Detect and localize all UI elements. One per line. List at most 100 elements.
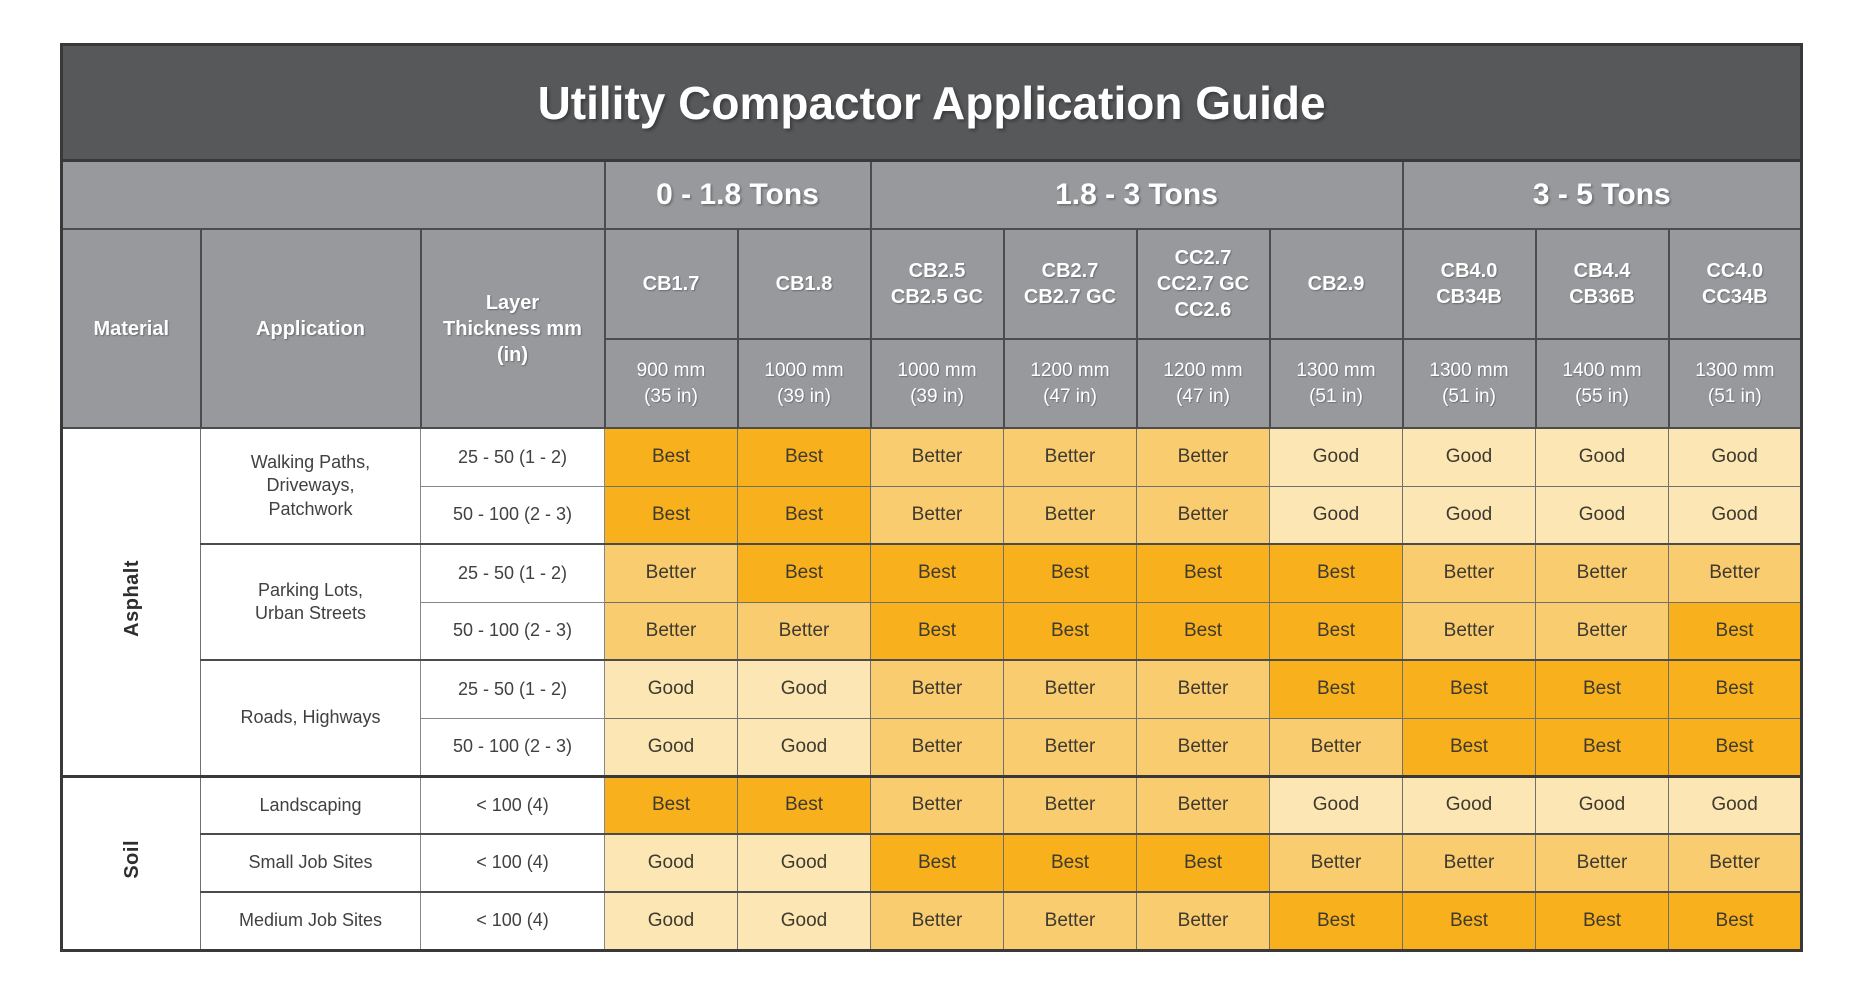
model-header: CB1.8 <box>736 228 872 340</box>
guide-data-row: 50 - 100 (2 - 3) Good Good Better Better Bett… <box>62 717 1803 777</box>
model-header: CC4.0 CC34B <box>1667 228 1803 340</box>
rating-cell: Good <box>1535 774 1669 835</box>
rating-cell: Better <box>604 601 738 661</box>
rating-cell: Best <box>1667 891 1803 951</box>
tonnage-group-medium: 1.8 - 3 Tons <box>869 159 1404 230</box>
drum-width-row: 900 mm (35 in) 1000 mm (39 in) 1000 mm (… <box>62 338 1803 429</box>
rating-cell: Better <box>870 774 1004 835</box>
table-title: Utility Compactor Application Guide <box>61 44 1802 162</box>
rating-cell: Good <box>604 717 738 777</box>
rating-cell: Better <box>1136 485 1270 545</box>
rating-cell: Better <box>1535 833 1669 893</box>
rating-cell: Good <box>1402 485 1536 545</box>
application-guide: Utility Compactor Application Guide 0 - … <box>60 43 1804 952</box>
drum-width-cell: 1200 mm (47 in) <box>1135 338 1271 429</box>
material-cell: Asphalt <box>61 427 201 777</box>
guide-data-row: Asphalt Walking Paths, Driveways, Patchwo… <box>61 427 1803 777</box>
thickness-cell: 50 - 100 (2 - 3) <box>420 485 605 545</box>
rating-cell: Better <box>1136 891 1270 951</box>
thickness-cell: 50 - 100 (2 - 3) <box>420 601 605 661</box>
rating-cell: Good <box>1535 485 1669 545</box>
rating-cell: Best <box>1535 659 1669 719</box>
application-cell: Small Job Sites <box>200 833 421 893</box>
rating-cell: Better <box>870 659 1004 719</box>
rating-cell: Best <box>1269 543 1403 603</box>
application-header: Application <box>199 228 422 429</box>
guide-data-row: Medium Job Sites < 100 (4) Good Good Better B… <box>62 891 1803 951</box>
rating-cell: Better <box>1535 601 1669 661</box>
material-label: Soil <box>120 840 143 880</box>
thickness-cell: 25 - 50 (1 - 2) <box>420 427 605 487</box>
material-label: Asphalt <box>120 560 143 637</box>
thickness-cell: 25 - 50 (1 - 2) <box>420 543 605 603</box>
rating-cell: Best <box>1136 601 1270 661</box>
guide-data-row: Parking Lots, Urban Streets 25 - 50 (1 - … <box>62 543 1803 661</box>
guide-data-row: 50 - 100 (2 - 3) Better Better Best Best Best… <box>62 601 1803 661</box>
rating-cell: Best <box>1535 891 1669 951</box>
drum-width-cell: 1000 mm (39 in) <box>869 338 1005 429</box>
rating-cell: Better <box>1402 833 1536 893</box>
rating-cell: Best <box>1535 717 1669 777</box>
rating-cell: Best <box>1003 543 1137 603</box>
rating-cell: Good <box>737 659 871 719</box>
application-cell: Landscaping <box>200 774 421 835</box>
rating-cell: Good <box>1269 427 1403 487</box>
guide-data-row: 50 - 100 (2 - 3) Best Best Better Better Bett… <box>62 485 1803 545</box>
drum-width-cell: 1000 mm (39 in) <box>736 338 872 429</box>
rating-cell: Best <box>604 485 738 545</box>
material-cell: Soil <box>61 774 201 951</box>
application-cell: Medium Job Sites <box>200 891 421 951</box>
rating-cell: Good <box>1269 774 1403 835</box>
rating-cell: Best <box>1667 717 1803 777</box>
drum-width-cell: 1300 mm (51 in) <box>1667 338 1803 429</box>
rating-cell: Good <box>1667 774 1803 835</box>
rating-cell: Good <box>604 891 738 951</box>
drum-width-cell: 1200 mm (47 in) <box>1002 338 1138 429</box>
rating-cell: Best <box>737 543 871 603</box>
guide-data-row: Soil Landscaping < 100 (4) Best Best Better Be… <box>61 774 1803 951</box>
rating-cell: Best <box>1402 659 1536 719</box>
rating-cell: Best <box>1136 833 1270 893</box>
application-guide-table: Utility Compactor Application Guide 0 - … <box>60 43 1804 952</box>
drum-width-cell: 1300 mm (51 in) <box>1401 338 1537 429</box>
model-header: CB1.7 <box>603 228 739 340</box>
rating-cell: Better <box>1667 833 1803 893</box>
application-cell: Roads, Highways <box>200 659 421 777</box>
rating-cell: Better <box>1402 543 1536 603</box>
rating-cell: Better <box>870 717 1004 777</box>
rating-cell: Better <box>1136 774 1270 835</box>
tonnage-row: 0 - 1.8 Tons 1.8 - 3 Tons 3 - 5 Tons <box>60 159 1803 230</box>
rating-cell: Better <box>870 427 1004 487</box>
thickness-cell: < 100 (4) <box>420 774 605 835</box>
rating-cell: Best <box>1402 717 1536 777</box>
title-row: Utility Compactor Application Guide <box>61 44 1802 162</box>
model-header: CB4.0 CB34B <box>1401 228 1537 340</box>
rating-cell: Good <box>604 833 738 893</box>
rating-cell: Good <box>1535 427 1669 487</box>
model-header: CB2.9 <box>1268 228 1404 340</box>
rating-cell: Good <box>1402 427 1536 487</box>
thickness-header: Layer Thickness mm (in) <box>419 228 606 429</box>
rating-cell: Best <box>737 774 871 835</box>
rating-cell: Better <box>1003 427 1137 487</box>
rating-cell: Best <box>1003 833 1137 893</box>
drum-width-cell: 900 mm (35 in) <box>603 338 739 429</box>
rating-cell: Better <box>1003 717 1137 777</box>
rating-cell: Best <box>737 427 871 487</box>
rating-cell: Good <box>1402 774 1536 835</box>
model-header: CB2.7 CB2.7 GC <box>1002 228 1138 340</box>
rating-cell: Good <box>1269 485 1403 545</box>
rating-cell: Best <box>604 774 738 835</box>
rating-cell: Best <box>1269 601 1403 661</box>
model-header: CC2.7 CC2.7 GC CC2.6 <box>1135 228 1271 340</box>
model-header: CB4.4 CB36B <box>1534 228 1670 340</box>
application-cell: Parking Lots, Urban Streets <box>200 543 421 661</box>
rating-cell: Better <box>1003 485 1137 545</box>
model-row: Material Application Layer Thickness mm … <box>60 228 1803 429</box>
rating-cell: Good <box>1667 427 1803 487</box>
rating-cell: Better <box>1535 543 1669 603</box>
rating-cell: Better <box>870 485 1004 545</box>
rating-cell: Better <box>1136 427 1270 487</box>
rating-cell: Best <box>870 601 1004 661</box>
rating-cell: Better <box>1003 891 1137 951</box>
